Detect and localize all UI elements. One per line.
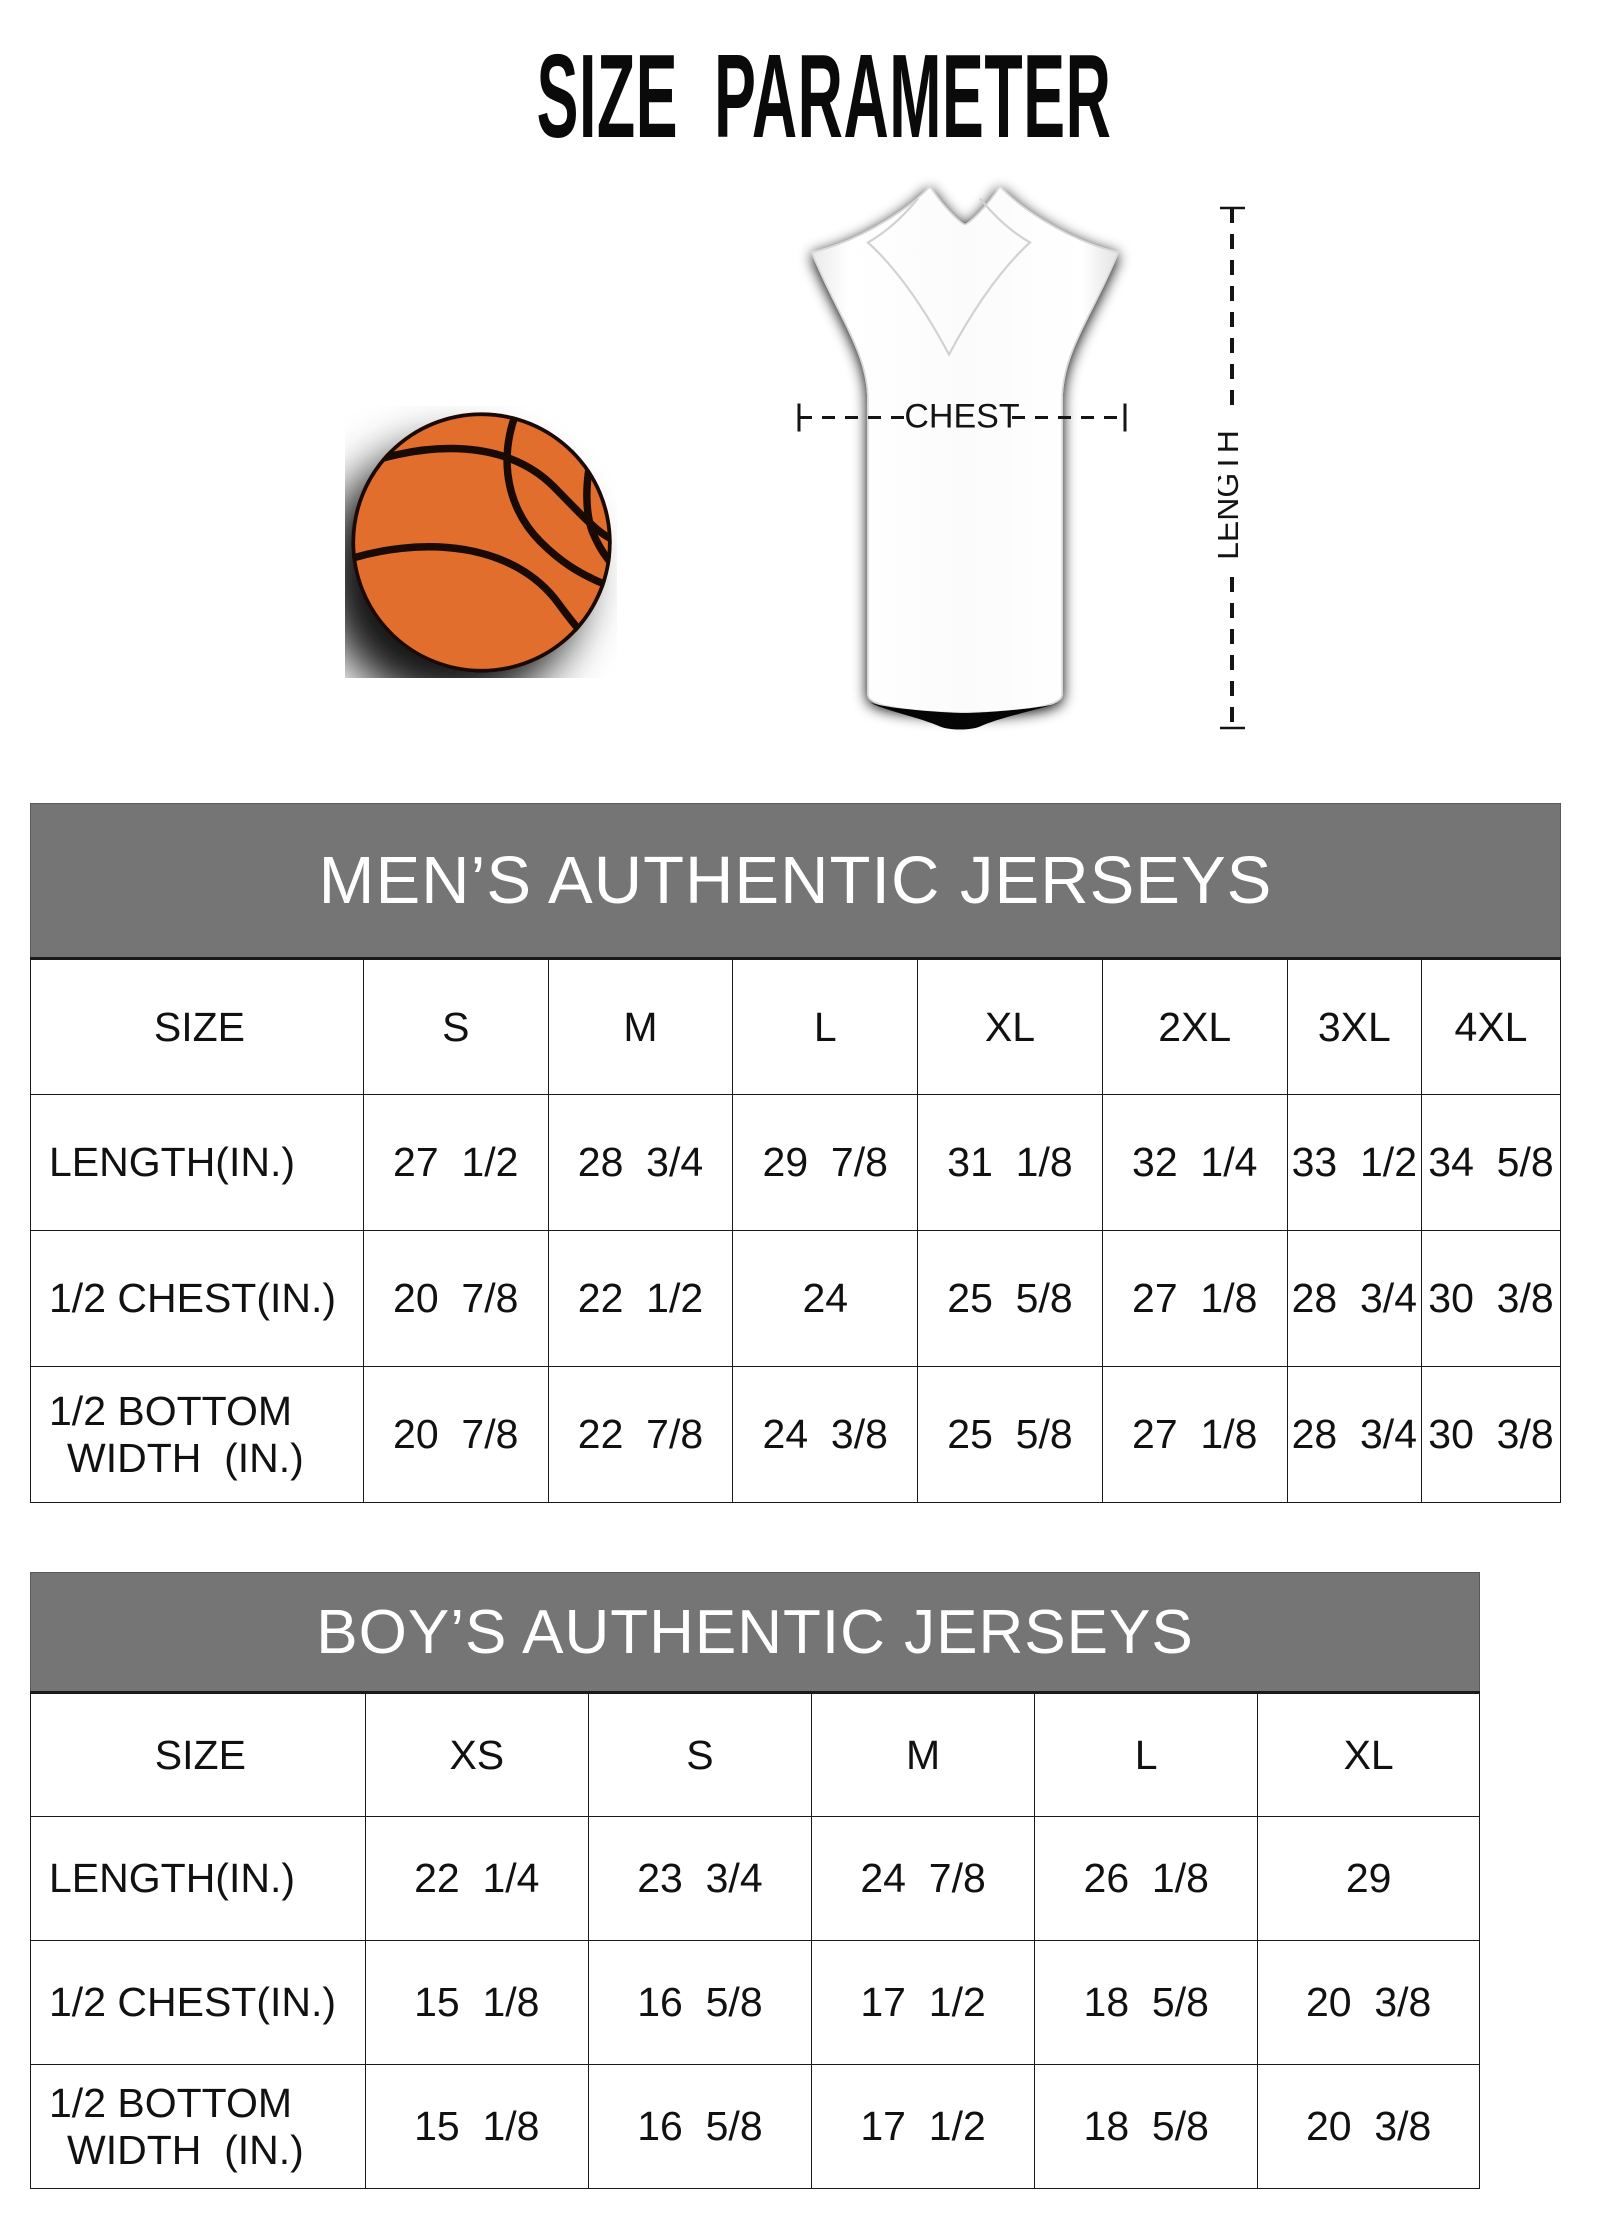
svg-text:LENGTH: LENGTH (1218, 430, 1245, 560)
svg-text:CHEST: CHEST (904, 398, 1019, 436)
